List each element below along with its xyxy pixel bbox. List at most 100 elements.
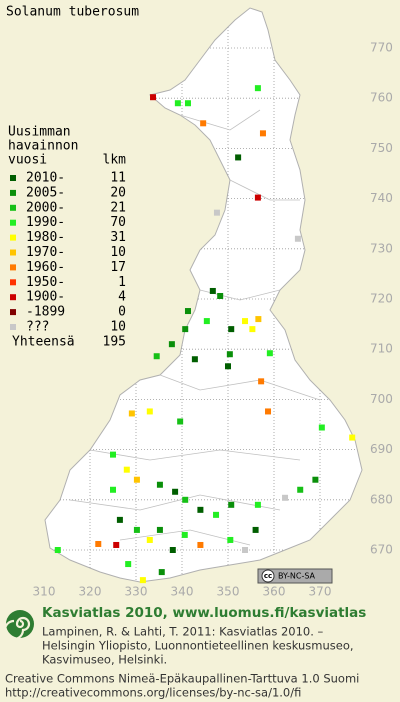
- record-square: [181, 531, 188, 538]
- legend-swatch: [10, 294, 16, 301]
- legend-count: 11: [110, 171, 126, 186]
- record-square: [169, 547, 176, 553]
- record-square: [168, 341, 175, 348]
- record-square: [203, 318, 210, 325]
- record-square: [177, 418, 184, 425]
- record-square: [110, 451, 116, 458]
- y-tick-label: 670: [370, 543, 393, 557]
- record-square: [254, 194, 261, 201]
- badge-license: BY-NC-SA: [278, 572, 316, 581]
- record-square: [318, 424, 325, 431]
- legend-count: 21: [110, 200, 126, 215]
- record-square: [282, 494, 289, 501]
- record-square: [249, 326, 256, 333]
- legend-heading: Uusimman: [8, 125, 71, 140]
- legend-label: 1900-: [26, 290, 65, 305]
- legend-total: 195: [103, 334, 126, 349]
- legend-swatch: [10, 264, 16, 271]
- record-square: [254, 85, 261, 92]
- record-square: [123, 466, 130, 473]
- record-square: [225, 363, 231, 370]
- record-square: [146, 536, 153, 543]
- legend-swatch: [10, 189, 16, 196]
- legend-swatch: [10, 234, 16, 241]
- x-tick-label: 350: [217, 585, 240, 599]
- legend-label: 1950-: [26, 275, 65, 290]
- logo: [3, 610, 34, 641]
- y-tick-label: 680: [370, 492, 393, 506]
- legend-count: 31: [110, 230, 126, 245]
- x-tick-label: 310: [33, 585, 56, 599]
- record-square: [150, 94, 157, 101]
- record-square: [174, 100, 181, 107]
- badge-cc: cc: [264, 572, 272, 580]
- legend-label: 2000-: [26, 200, 65, 215]
- points: [54, 85, 356, 584]
- legend-label: -1899: [26, 305, 65, 320]
- record-square: [139, 577, 146, 584]
- record-square: [258, 378, 265, 385]
- record-square: [133, 526, 140, 533]
- logo-spiral: [3, 616, 31, 641]
- record-square: [266, 350, 273, 357]
- record-square: [197, 506, 204, 513]
- legend-column: lkm: [103, 153, 127, 168]
- record-square: [197, 541, 204, 548]
- record-square: [213, 209, 220, 216]
- license: Creative Commons Nimeä-Epäkaupallinen-Ta…: [5, 672, 359, 686]
- record-square: [242, 318, 249, 325]
- record-square: [110, 486, 116, 493]
- legend-swatch: [10, 279, 16, 286]
- legend-label: 2005-: [26, 185, 65, 200]
- record-square: [259, 130, 266, 137]
- record-square: [146, 408, 153, 415]
- record-square: [156, 481, 163, 488]
- record-square: [182, 326, 189, 333]
- record-square: [153, 353, 160, 360]
- legend-swatch: [10, 249, 16, 256]
- record-square: [297, 486, 304, 493]
- record-square: [312, 476, 319, 483]
- record-square: [265, 408, 272, 415]
- record-square: [158, 569, 165, 576]
- legend-label: 1990-: [26, 215, 65, 230]
- record-square: [228, 501, 235, 508]
- record-square: [191, 356, 198, 363]
- citation: Helsingin Yliopisto, Luonnontieteellinen…: [42, 639, 354, 653]
- legend-swatch: [10, 204, 16, 211]
- y-tick-label: 690: [370, 442, 393, 456]
- citation: Kasvimuseo, Helsinki.: [42, 653, 167, 667]
- legend-swatch: [10, 175, 16, 181]
- record-square: [200, 120, 207, 127]
- legend-count: 1: [118, 275, 126, 290]
- record-square: [254, 501, 261, 508]
- record-square: [242, 547, 249, 553]
- record-square: [172, 488, 179, 495]
- y-tick-label: 750: [370, 141, 393, 155]
- record-square: [182, 496, 189, 503]
- legend-label: 1970-: [26, 245, 65, 260]
- record-square: [226, 351, 233, 358]
- legend-count: 10: [110, 245, 126, 260]
- license: http://creativecommons.org/licenses/by-n…: [5, 686, 301, 700]
- x-tick-label: 320: [79, 585, 102, 599]
- legend-heading: havainnon: [8, 139, 78, 154]
- x-tick-label: 330: [125, 585, 148, 599]
- legend-count: 10: [110, 320, 126, 335]
- record-square: [133, 476, 140, 483]
- x-tick-label: 370: [309, 585, 332, 599]
- badge-box: [257, 568, 333, 584]
- record-square: [228, 326, 235, 333]
- record-square: [227, 536, 234, 543]
- legend-column: vuosi: [8, 153, 47, 168]
- record-square: [116, 516, 123, 523]
- legend-label: 2010-: [26, 171, 65, 186]
- y-tick-label: 700: [370, 392, 393, 406]
- record-square: [156, 526, 163, 533]
- record-square: [95, 540, 102, 547]
- record-square: [209, 287, 216, 294]
- legend: Uusimman havainnon vuosi lkm 2010- 11 2005…: [8, 125, 126, 350]
- logo-disc: [6, 610, 34, 638]
